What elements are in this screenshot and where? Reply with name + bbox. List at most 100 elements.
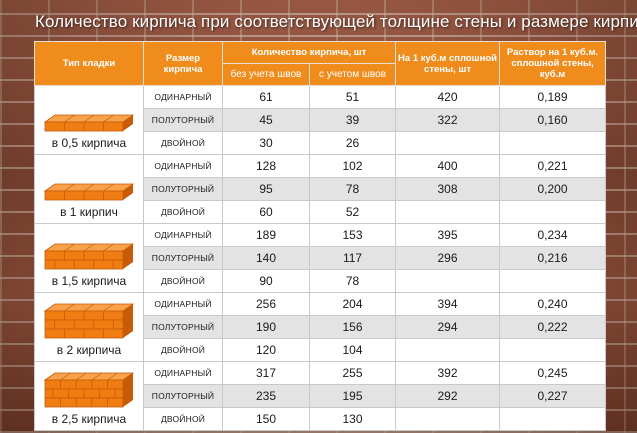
brick-wall-two-icon bbox=[43, 303, 135, 339]
brick-row bbox=[44, 397, 124, 408]
brick-count-table: Тип кладки Размер кирпича Количество кир… bbox=[34, 41, 607, 431]
count-with-joints-cell: 156 bbox=[308, 315, 397, 339]
brick-side-face bbox=[123, 373, 133, 407]
brick-top-joint bbox=[103, 114, 114, 123]
table-row: ДВОЙНОЙ 150 130 bbox=[35, 407, 607, 431]
count-with-joints-cell: 195 bbox=[308, 384, 397, 408]
brick-top-joint bbox=[64, 303, 75, 312]
masonry-type-label: в 2 кирпича bbox=[56, 343, 122, 357]
brick-wall-one-icon bbox=[43, 183, 135, 201]
masonry-type-cell: в 1,5 кирпича bbox=[34, 223, 144, 293]
brick-size-cell: ОДИНАРНЫЙ bbox=[143, 361, 223, 385]
count-without-joints-cell: 95 bbox=[222, 177, 310, 201]
page-title: Количество кирпича при соответствующей т… bbox=[35, 12, 637, 31]
count-without-joints-cell: 128 bbox=[222, 154, 310, 178]
brick-top-joint bbox=[103, 303, 114, 312]
brick-side-face bbox=[123, 304, 133, 338]
count-with-joints-cell: 78 bbox=[308, 177, 397, 201]
brick-size-cell: ПОЛУТОРНЫЙ bbox=[143, 384, 223, 408]
brick-size-cell: ОДИНАРНЫЙ bbox=[143, 223, 223, 247]
brick-row bbox=[44, 379, 124, 390]
header-brick-count: Количество кирпича, шт bbox=[221, 41, 397, 64]
mortar-volume-cell: 0,222 bbox=[499, 315, 607, 339]
masonry-type-cell: в 0,5 кирпича bbox=[34, 85, 144, 155]
count-without-joints-cell: 140 bbox=[222, 246, 310, 270]
table-row: ПОЛУТОРНЫЙ 95 78 308 0,200 bbox=[35, 177, 607, 201]
brick-top-face bbox=[43, 372, 135, 381]
brick-size-cell: ДВОЙНОЙ bbox=[143, 269, 223, 293]
per-cubic-meter-cell bbox=[395, 407, 501, 431]
masonry-type-label: в 0,5 кирпича bbox=[51, 136, 127, 150]
brick-top-joint bbox=[83, 243, 95, 252]
count-with-joints-cell: 52 bbox=[308, 200, 397, 224]
per-cubic-meter-cell bbox=[395, 200, 501, 224]
per-cubic-meter-cell: 392 bbox=[395, 361, 501, 385]
brick-size-cell: ПОЛУТОРНЫЙ bbox=[143, 177, 223, 201]
table-row: ДВОЙНОЙ 60 52 bbox=[35, 200, 607, 224]
masonry-type-cell: в 2 кирпича bbox=[34, 292, 144, 362]
per-cubic-meter-cell bbox=[395, 131, 501, 155]
per-cubic-meter-cell: 400 bbox=[395, 154, 501, 178]
count-with-joints-cell: 104 bbox=[308, 338, 397, 362]
masonry-type-label: в 1 кирпич bbox=[60, 205, 118, 219]
brick-top-joint bbox=[103, 183, 114, 192]
mortar-volume-cell bbox=[499, 407, 607, 431]
count-with-joints-cell: 39 bbox=[308, 108, 397, 132]
brick-side-face bbox=[123, 115, 133, 131]
mortar-volume-cell: 0,240 bbox=[499, 292, 607, 316]
count-without-joints-cell: 30 bbox=[222, 131, 310, 155]
brick-size-cell: ДВОЙНОЙ bbox=[143, 131, 223, 155]
header-per-cubic-meter: На 1 куб.м сплошной стены, шт bbox=[395, 41, 501, 86]
per-cubic-meter-cell: 296 bbox=[395, 246, 501, 270]
per-cubic-meter-cell: 322 bbox=[395, 108, 501, 132]
mortar-volume-cell: 0,160 bbox=[499, 108, 607, 132]
brick-top-joint bbox=[83, 114, 95, 123]
brick-top-joint bbox=[64, 183, 75, 192]
brick-side-face bbox=[123, 244, 133, 269]
header-without-joints: без учета швов bbox=[222, 63, 310, 86]
brick-size-cell: ОДИНАРНЫЙ bbox=[143, 85, 223, 109]
table-row: в 0,5 кирпича ОДИНАРНЫЙ 61 51 420 0,189 bbox=[34, 85, 607, 155]
mortar-volume-cell: 0,216 bbox=[499, 246, 607, 270]
mortar-volume-cell: 0,221 bbox=[499, 154, 607, 178]
brick-row bbox=[44, 319, 124, 330]
count-with-joints-cell: 51 bbox=[308, 85, 397, 109]
count-without-joints-cell: 120 bbox=[222, 338, 310, 362]
brick-size-cell: ДВОЙНОЙ bbox=[143, 338, 223, 362]
per-cubic-meter-cell: 395 bbox=[395, 223, 501, 247]
mortar-volume-cell bbox=[499, 269, 607, 293]
brick-top-joint bbox=[107, 372, 118, 381]
mortar-volume-cell bbox=[499, 200, 607, 224]
table-row: в 2,5 кирпича ОДИНАРНЫЙ 317 255 392 0,245 bbox=[34, 361, 607, 431]
brick-top-joint bbox=[60, 372, 71, 381]
brick-size-cell: ПОЛУТОРНЫЙ bbox=[143, 315, 223, 339]
brick-top-joint bbox=[64, 114, 75, 123]
mortar-volume-cell: 0,245 bbox=[499, 361, 607, 385]
count-with-joints-cell: 102 bbox=[308, 154, 397, 178]
masonry-type-cell: в 2,5 кирпича bbox=[34, 361, 144, 431]
mortar-volume-cell: 0,189 bbox=[499, 85, 607, 109]
count-without-joints-cell: 45 bbox=[222, 108, 310, 132]
count-without-joints-cell: 90 bbox=[222, 269, 310, 293]
count-without-joints-cell: 60 bbox=[222, 200, 310, 224]
count-with-joints-cell: 153 bbox=[308, 223, 397, 247]
mortar-volume-cell: 0,200 bbox=[499, 177, 607, 201]
brick-size-cell: ПОЛУТОРНЫЙ bbox=[143, 246, 223, 270]
table-row: в 1 кирпич ОДИНАРНЫЙ 128 102 400 0,221 bbox=[34, 154, 607, 224]
masonry-type-label: в 2,5 кирпича bbox=[51, 412, 127, 426]
brick-top-joint bbox=[91, 372, 103, 381]
per-cubic-meter-cell: 394 bbox=[395, 292, 501, 316]
table-row: ДВОЙНОЙ 30 26 bbox=[35, 131, 607, 155]
brick-size-cell: ОДИНАРНЫЙ bbox=[143, 154, 223, 178]
count-with-joints-cell: 204 bbox=[308, 292, 397, 316]
brick-size-cell: ПОЛУТОРНЫЙ bbox=[143, 108, 223, 132]
mortar-volume-cell: 0,227 bbox=[499, 384, 607, 408]
count-with-joints-cell: 117 bbox=[308, 246, 397, 270]
header-masonry-type: Тип кладки bbox=[34, 41, 144, 86]
count-with-joints-cell: 130 bbox=[308, 407, 397, 431]
mortar-volume-cell bbox=[499, 338, 607, 362]
header-with-joints: с учетом швов bbox=[308, 63, 397, 86]
count-with-joints-cell: 255 bbox=[308, 361, 397, 385]
mortar-volume-cell: 0,234 bbox=[499, 223, 607, 247]
brick-row bbox=[44, 259, 124, 270]
